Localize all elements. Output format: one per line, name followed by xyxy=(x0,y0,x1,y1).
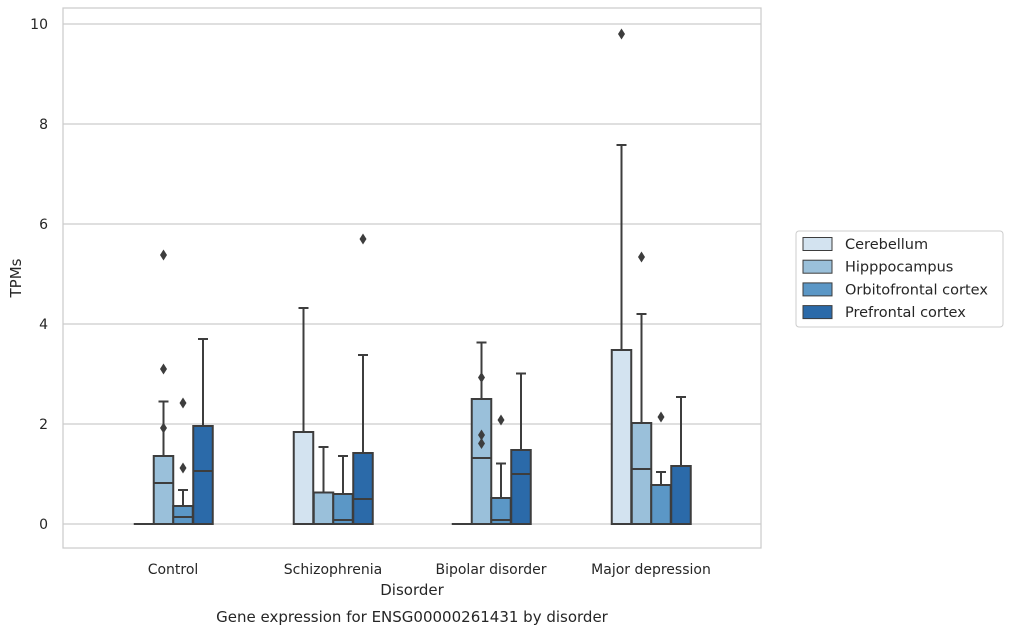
x-tick-label: Schizophrenia xyxy=(284,562,382,578)
box-1-2 xyxy=(470,341,493,525)
legend-label: Cerebellum xyxy=(845,237,928,253)
box xyxy=(192,425,214,525)
box-3-0 xyxy=(192,338,214,525)
box-1-3 xyxy=(630,251,653,525)
y-tick-label: 10 xyxy=(30,17,48,33)
y-tick-label: 2 xyxy=(39,417,48,433)
box-2-3 xyxy=(650,411,672,525)
box-3-2 xyxy=(510,372,532,525)
x-tick-label: Bipolar disorder xyxy=(435,562,546,578)
box xyxy=(630,422,653,525)
outlier-point xyxy=(618,28,625,40)
x-tick-label: Control xyxy=(148,562,199,578)
legend-label: Hipppocampus xyxy=(845,260,953,276)
y-tick-label: 6 xyxy=(39,217,48,233)
box xyxy=(312,491,335,525)
box xyxy=(510,449,532,525)
box xyxy=(650,484,672,525)
outlier-point xyxy=(160,249,167,261)
outlier-point xyxy=(478,438,485,449)
x-axis: Control Schizophrenia Bipolar disorder Majo… xyxy=(148,562,711,578)
legend-label: Prefrontal cortex xyxy=(845,305,966,321)
outlier-point xyxy=(478,429,485,441)
y-axis-title: TPMs xyxy=(7,258,25,298)
outlier-point xyxy=(179,462,187,474)
y-axis: 0 2 4 6 8 10 xyxy=(30,17,48,533)
chart-caption: Gene expression for ENSG00000261431 by d… xyxy=(216,608,609,626)
outlier-point xyxy=(657,411,665,423)
box-marks xyxy=(133,28,692,525)
box xyxy=(670,465,692,525)
y-tick-label: 8 xyxy=(39,117,48,133)
legend-swatch xyxy=(802,259,833,274)
box-3-1 xyxy=(352,233,374,525)
outlier-point xyxy=(359,233,367,245)
box xyxy=(610,349,633,525)
y-tick-label: 4 xyxy=(39,317,48,333)
legend-frame xyxy=(795,230,1004,328)
y-tick-label: 0 xyxy=(39,517,48,533)
outlier-point xyxy=(179,397,187,409)
legend-label: Orbitofrontal cortex xyxy=(845,282,988,298)
legend: Cerebellum Hipppocampus Orbitofrontal cort… xyxy=(795,230,1004,328)
outlier-point xyxy=(478,372,485,383)
outlier-point xyxy=(160,363,167,375)
outlier-point xyxy=(497,414,505,426)
x-axis-title: Disorder xyxy=(380,581,444,599)
box xyxy=(352,452,374,525)
legend-swatch xyxy=(802,305,833,320)
box-3-3 xyxy=(670,396,692,525)
x-tick-label: Major depression xyxy=(591,562,711,578)
legend-swatch xyxy=(802,237,833,251)
box xyxy=(152,455,175,525)
box xyxy=(292,431,315,525)
box-2-0 xyxy=(172,397,194,525)
box-1-0 xyxy=(152,249,175,525)
outlier-point xyxy=(638,251,645,263)
box xyxy=(172,505,194,525)
outlier-point xyxy=(160,422,167,434)
box xyxy=(470,398,493,525)
legend-swatch xyxy=(802,282,833,297)
box-0-1 xyxy=(292,307,315,525)
